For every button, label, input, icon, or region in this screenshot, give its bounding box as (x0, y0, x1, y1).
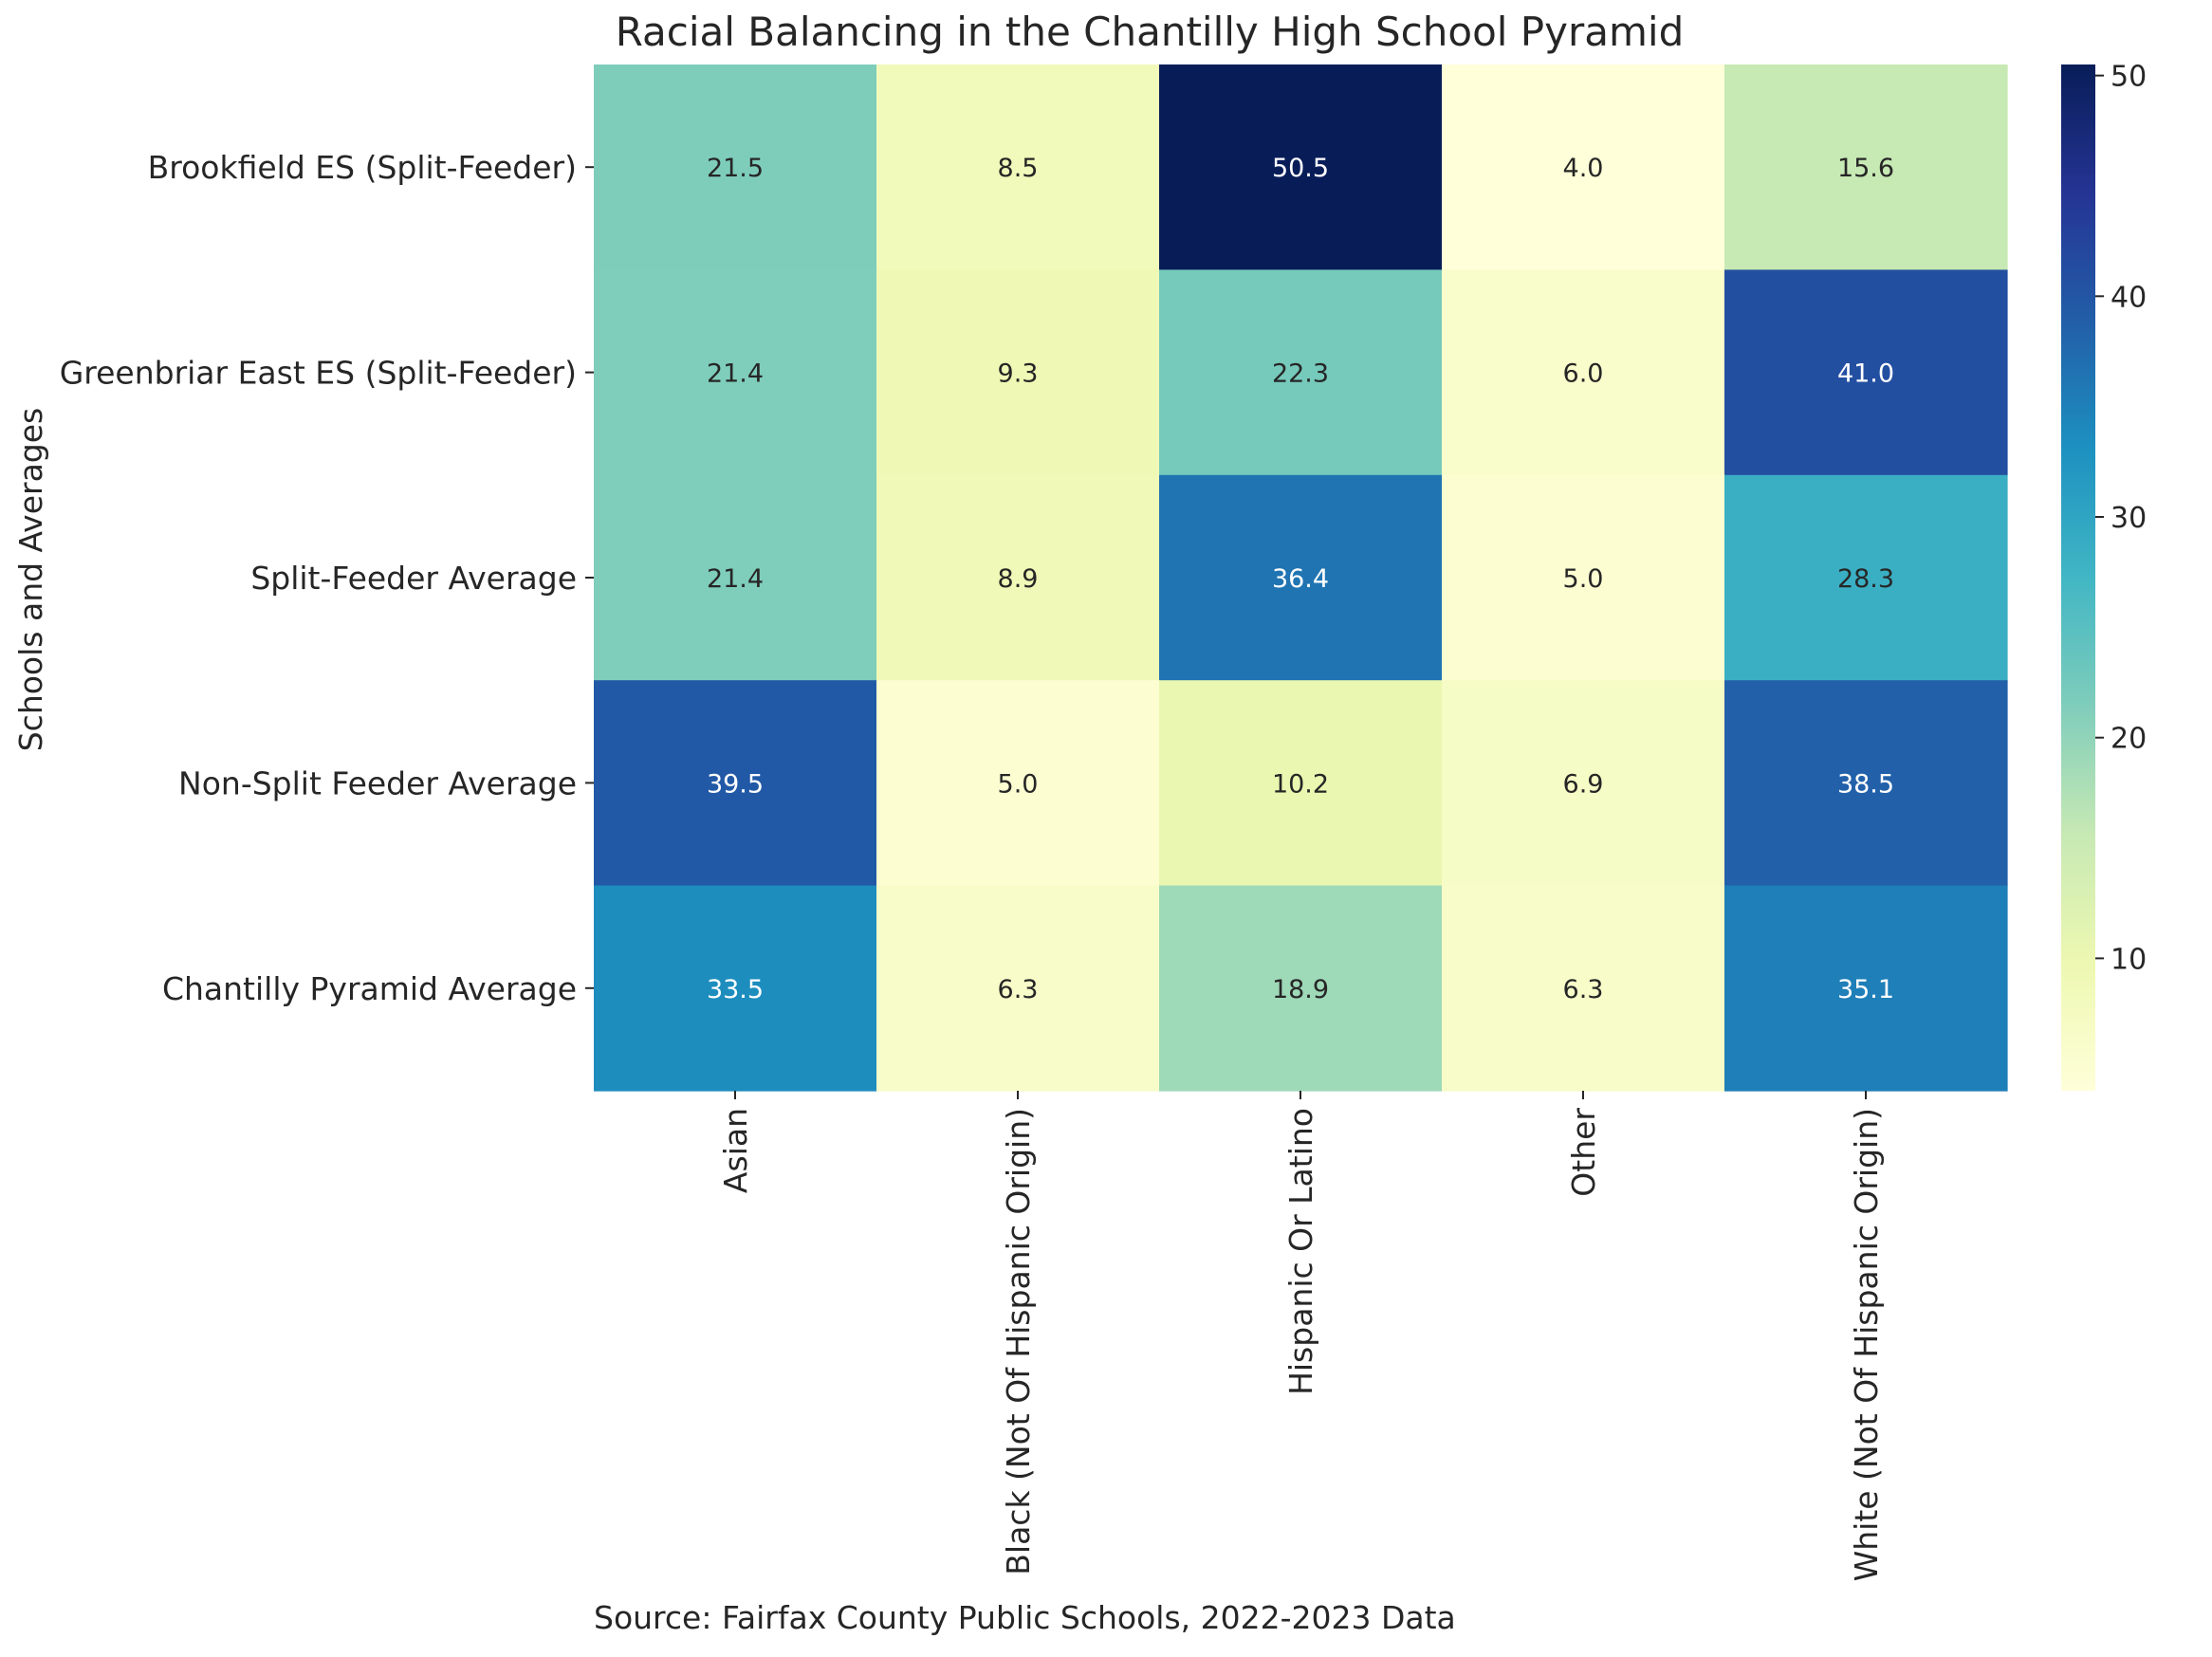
heatmap-cell (876, 885, 1160, 1092)
cell-value-label: 8.5 (998, 154, 1039, 183)
heatmap-cell (876, 680, 1160, 887)
row-label: Chantilly Pyramid Average (162, 970, 577, 1007)
heatmap-cells: 21.5 8.5 50.5 4.0 15.6 21.4 9.3 22.3 6.0 41.0 21.4… (594, 64, 2008, 1092)
cell-value-label: 5.0 (1563, 564, 1604, 594)
source-note: Source: Fairfax County Public Schools, 2… (594, 1599, 1456, 1636)
heatmap-cell (1159, 680, 1443, 887)
cell-value-label: 41.0 (1837, 359, 1894, 389)
cell-value-label: 21.4 (707, 359, 764, 389)
cell-value-label: 36.4 (1272, 564, 1329, 594)
cell-value-label: 50.5 (1272, 154, 1329, 183)
heatmap-cell (1442, 680, 1725, 887)
colorbar-ticks: 10 20 30 40 50 (2095, 61, 2147, 976)
heatmap-cell (876, 474, 1160, 681)
row-label: Brookfield ES (Split-Feeder) (148, 149, 577, 186)
heatmap-cell (1724, 269, 2008, 476)
heatmap-cell (876, 64, 1160, 270)
cell-value-label: 33.5 (707, 975, 764, 1004)
cell-value-label: 21.5 (707, 154, 764, 183)
colorbar-tick-label: 30 (2111, 502, 2147, 535)
row-label: Split-Feeder Average (250, 560, 577, 597)
cell-value-label: 39.5 (707, 769, 764, 799)
cell-value-label: 8.9 (998, 564, 1039, 594)
heatmap-cell (594, 680, 877, 887)
cell-value-label: 6.0 (1563, 359, 1604, 389)
column-label: Asian (717, 1108, 754, 1193)
column-labels: Asian Black (Not Of Hispanic Origin) Hispa… (717, 1091, 1885, 1581)
heatmap-cell (1724, 680, 2008, 887)
heatmap-cell (1159, 885, 1443, 1092)
column-label: White (Not Of Hispanic Origin) (1848, 1108, 1885, 1581)
row-label: Greenbriar East ES (Split-Feeder) (60, 355, 577, 392)
colorbar-tick-label: 40 (2111, 281, 2147, 314)
heatmap-cell (594, 269, 877, 476)
row-labels: Brookfield ES (Split-Feeder) Greenbriar E… (60, 149, 594, 1007)
heatmap-cell (1442, 885, 1725, 1092)
cell-value-label: 15.6 (1837, 154, 1894, 183)
heatmap-cell (594, 64, 877, 270)
cell-value-label: 9.3 (998, 359, 1039, 389)
heatmap-cell (1724, 64, 2008, 270)
column-label: Other (1565, 1108, 1602, 1197)
heatmap-cell (1442, 474, 1725, 681)
cell-value-label: 21.4 (707, 564, 764, 594)
row-label: Non-Split Feeder Average (178, 764, 577, 801)
colorbar-tick-label: 10 (2111, 943, 2147, 976)
heatmap-cell (594, 474, 877, 681)
cell-value-label: 18.9 (1272, 975, 1329, 1004)
colorbar-tick-label: 50 (2111, 61, 2147, 94)
cell-value-label: 35.1 (1837, 975, 1894, 1004)
colorbar (2061, 64, 2095, 1091)
cell-value-label: 10.2 (1272, 769, 1329, 799)
cell-value-label: 28.3 (1837, 564, 1894, 594)
chart-title: Racial Balancing in the Chantilly High S… (616, 9, 1684, 55)
heatmap-cell (1159, 474, 1443, 681)
cell-value-label: 5.0 (998, 769, 1039, 799)
cell-value-label: 38.5 (1837, 769, 1894, 799)
cell-value-label: 6.3 (1563, 975, 1604, 1004)
colorbar-tick-label: 20 (2111, 723, 2147, 756)
heatmap-cell (1724, 474, 2008, 681)
heatmap-cell (1159, 269, 1443, 476)
heatmap-cell (876, 269, 1160, 476)
column-label: Hispanic Or Latino (1282, 1108, 1319, 1395)
heatmap-cell (1442, 64, 1725, 270)
column-label: Black (Not Of Hispanic Origin) (1000, 1108, 1037, 1575)
heatmap-cell (1442, 269, 1725, 476)
cell-value-label: 6.3 (998, 975, 1039, 1004)
heatmap-cell (1159, 64, 1443, 270)
cell-value-label: 6.9 (1563, 769, 1604, 799)
heatmap-cell (594, 885, 877, 1092)
cell-value-label: 22.3 (1272, 359, 1329, 389)
y-axis-label: Schools and Averages (12, 408, 49, 752)
cell-value-label: 4.0 (1563, 154, 1604, 183)
heatmap-cell (1724, 885, 2008, 1092)
